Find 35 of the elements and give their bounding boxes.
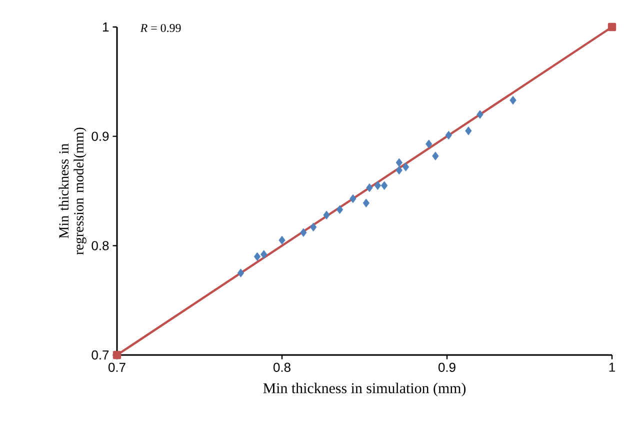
point — [396, 166, 402, 175]
point — [510, 96, 516, 105]
point — [362, 198, 370, 208]
point — [476, 110, 484, 119]
x-tick-label: 0.8 — [274, 362, 290, 372]
annotation: R = 0.99 — [140, 24, 181, 32]
point — [432, 152, 439, 160]
point — [350, 194, 356, 204]
point — [608, 22, 616, 32]
point — [465, 126, 472, 136]
point — [402, 162, 410, 172]
point — [380, 181, 388, 190]
point — [112, 350, 122, 360]
point — [254, 252, 261, 261]
x-tick-label: 0.7 — [108, 362, 126, 372]
y-axis-title: Min thickness in regression model(mm) — [58, 128, 86, 255]
x-tick-label: 0.9 — [438, 362, 456, 372]
point — [323, 210, 330, 220]
point — [237, 268, 244, 278]
point — [374, 181, 382, 190]
y-tick-label: 0.8 — [92, 241, 109, 250]
point — [445, 130, 452, 140]
y-tick-label: 1 — [103, 22, 109, 32]
point — [278, 236, 286, 245]
point — [366, 183, 373, 192]
y-tick-label: 0.9 — [92, 132, 109, 141]
point — [300, 228, 307, 237]
point — [426, 140, 432, 148]
x-tick-label: 1 — [609, 362, 615, 372]
point — [310, 222, 317, 232]
point — [260, 250, 268, 259]
point — [396, 158, 402, 167]
x-axis-title: Min thickness in simulation (mm) — [263, 382, 466, 396]
y-tick-label: 0.7 — [92, 350, 109, 360]
point — [336, 205, 344, 214]
